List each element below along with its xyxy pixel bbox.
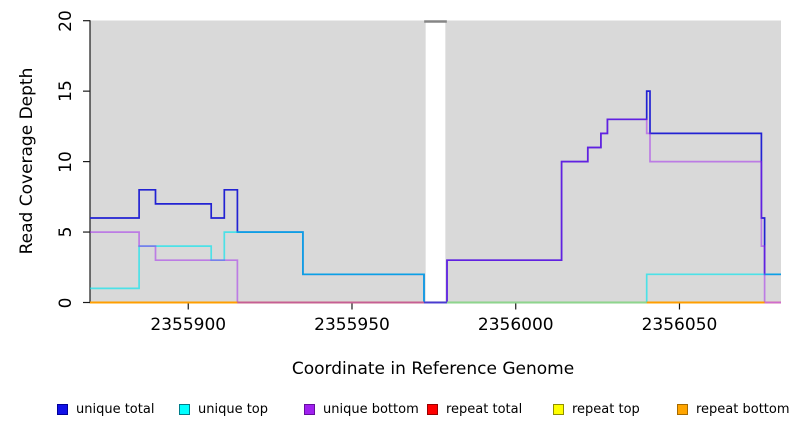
x-tick-label: 2355900	[150, 315, 227, 335]
series-line-unique-bottom	[90, 118, 781, 304]
x-tick-label: 2356000	[477, 315, 554, 335]
legend-swatch-repeat-total	[427, 403, 438, 415]
x-axis-title: Coordinate in Reference Genome	[291, 359, 575, 379]
legend-item-repeat-top: repeat top	[553, 401, 640, 417]
legend-swatch-unique-bottom	[304, 403, 315, 415]
legend-label: repeat top	[572, 401, 640, 417]
legend-swatch-unique-total	[57, 403, 68, 415]
legend-item-unique-bottom: unique bottom	[304, 401, 419, 417]
gap-region	[425, 20, 446, 302]
legend-label: unique total	[76, 401, 155, 417]
legend-label: repeat total	[446, 401, 523, 417]
legend-label: unique bottom	[323, 401, 419, 417]
x-tick-label: 2356050	[641, 315, 718, 335]
legend-item-repeat-total: repeat total	[427, 401, 522, 417]
legend-item-unique-total: unique total	[57, 401, 154, 417]
legend-label: repeat bottom	[696, 401, 790, 417]
legend-swatch-repeat-bottom	[677, 403, 688, 415]
legend-swatch-unique-top	[179, 403, 190, 415]
legend-item-repeat-bottom: repeat bottom	[677, 401, 790, 417]
legend-swatch-repeat-top	[553, 403, 564, 415]
legend-label: unique top	[198, 401, 269, 417]
legend-item-unique-top: unique top	[179, 401, 268, 417]
x-tick-label: 2355950	[314, 315, 390, 335]
